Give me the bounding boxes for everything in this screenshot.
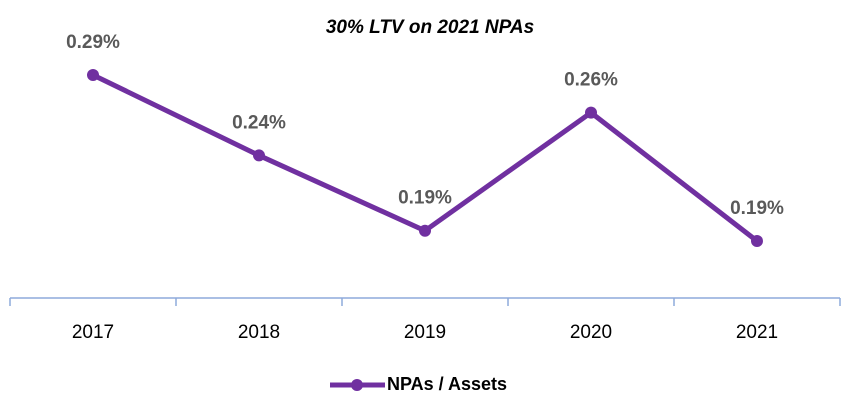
data-label: 0.19% <box>730 198 784 219</box>
point <box>751 235 763 247</box>
x-tick-label: 2018 <box>238 322 280 343</box>
x-tick-label: 2021 <box>736 322 778 343</box>
series-line <box>91 72 759 243</box>
x-tick-label: 2019 <box>404 322 446 343</box>
legend-label: NPAs / Assets <box>387 374 507 394</box>
point <box>253 149 265 162</box>
data-label: 0.24% <box>232 112 286 133</box>
data-label: 0.26% <box>564 70 618 91</box>
x-tick-label: 2020 <box>570 322 612 343</box>
x-tick-label: 2017 <box>72 322 114 343</box>
data-label: 0.29% <box>66 32 120 53</box>
legend-marker <box>351 379 363 391</box>
point <box>585 106 597 119</box>
data-label: 0.19% <box>398 188 452 209</box>
point <box>419 224 431 237</box>
chart-title: 30% LTV on 2021 NPAs <box>326 17 534 38</box>
point <box>87 69 99 81</box>
